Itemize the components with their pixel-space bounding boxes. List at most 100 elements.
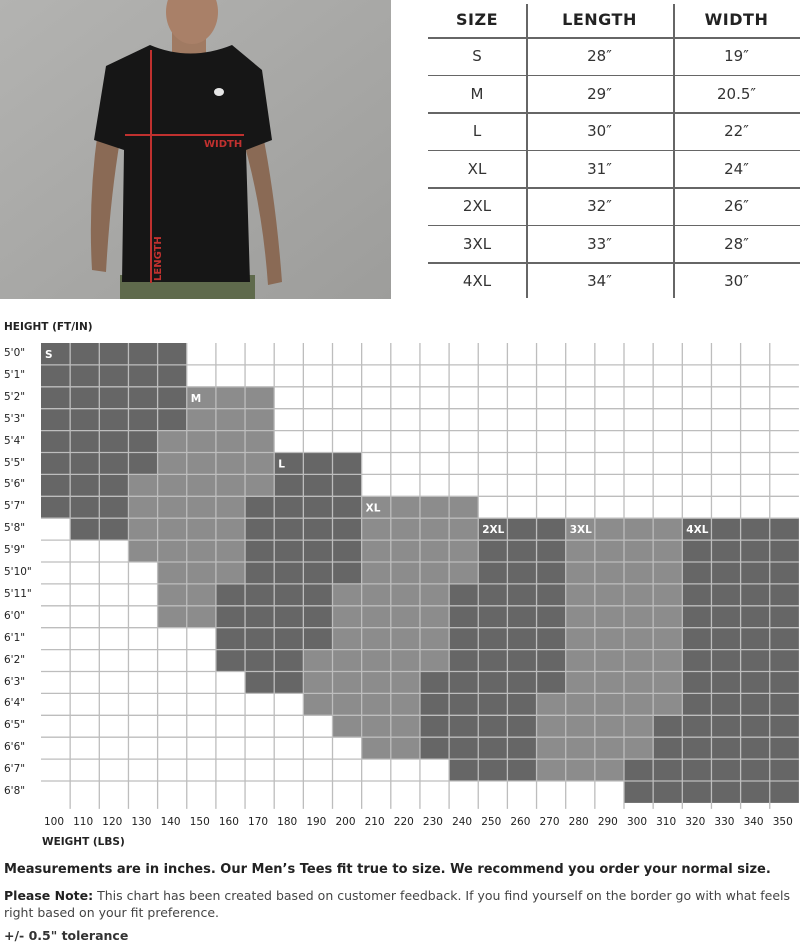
grid-cell-s: [41, 496, 71, 519]
grid-cell-xl: [361, 671, 391, 694]
grid-cell-4xl: [653, 759, 683, 781]
grid-cell-m: [245, 474, 275, 497]
grid-cell-s: [41, 408, 71, 431]
grid-cell-3xl: [565, 540, 595, 562]
y-tick-label: 6'0": [4, 609, 26, 622]
grid-cell-m: [186, 540, 216, 562]
grid-cell-m: [157, 474, 187, 497]
x-tick-label: 140: [160, 816, 181, 828]
x-tick-label: 330: [714, 816, 735, 828]
please-note: Please Note: This chart has been created…: [4, 887, 794, 921]
x-tick-label: 250: [481, 816, 502, 828]
grid-cell-2xl: [478, 649, 508, 672]
grid-cell-m: [157, 496, 187, 519]
grid-cell-s: [41, 343, 71, 365]
grid-cell-l: [303, 496, 333, 519]
grid-cell-xl: [449, 540, 479, 562]
grid-cell-l: [274, 540, 304, 562]
grid-cell-l: [332, 452, 362, 475]
x-tick-label: 270: [539, 816, 560, 828]
grid-cell-m: [157, 518, 187, 541]
x-tick-label: 220: [393, 816, 414, 828]
grid-cell-4xl: [769, 693, 799, 716]
grid-cell-4xl: [711, 715, 741, 738]
x-tick-label: 340: [743, 816, 764, 828]
grid-cell-2xl: [536, 583, 566, 606]
x-tick-label: 210: [364, 816, 385, 828]
grid-cell-4xl: [711, 759, 741, 781]
grid-cell-s: [157, 343, 187, 365]
grid-cell-m: [157, 605, 187, 628]
grid-cell-l: [245, 540, 275, 562]
size-cell: 2XL: [462, 197, 492, 215]
grid-cell-2xl: [478, 759, 508, 781]
size-measurement-table: SIZE LENGTH WIDTH S 28″ 19″ M 29″ 20.5″ L 30″ 22″ XL…: [428, 0, 800, 299]
grid-cell-xl: [332, 627, 362, 650]
grid-cell-4xl: [711, 737, 741, 760]
grid-cell-3xl: [624, 540, 654, 562]
x-tick-label: 310: [656, 816, 677, 828]
grid-cell-l: [245, 627, 275, 650]
size-label: XL: [366, 502, 381, 514]
grid-cell-s: [70, 430, 100, 453]
grid-cell-s: [99, 474, 129, 497]
grid-cell-xl: [390, 649, 420, 672]
y-tick-label: 5'9": [4, 544, 26, 557]
grid-cell-xl: [449, 562, 479, 584]
grid-cell-3xl: [594, 671, 624, 694]
grid-cell-2xl: [449, 583, 479, 606]
grid-cell-l: [245, 583, 275, 606]
grid-cell-xl: [449, 518, 479, 541]
grid-cell-3xl: [536, 715, 566, 738]
grid-cell-4xl: [653, 737, 683, 760]
grid-cell-xl: [361, 518, 391, 541]
grid-cell-m: [215, 496, 246, 519]
grid-cell-m: [186, 386, 216, 409]
please-note-text: This chart has been created based on cus…: [4, 888, 791, 920]
x-tick-label: 230: [422, 816, 443, 828]
table-header-width: WIDTH: [704, 10, 769, 29]
grid-cell-l: [274, 474, 304, 497]
grid-cell-m: [128, 474, 158, 497]
table-divider: [428, 112, 800, 114]
grid-cell-4xl: [769, 671, 799, 694]
grid-cell-l: [332, 496, 362, 519]
grid-cell-xl: [419, 605, 450, 628]
y-tick-label: 6'1": [4, 631, 26, 644]
grid-cell-m: [186, 452, 216, 475]
grid-cell-3xl: [594, 562, 624, 584]
grid-cell-m: [128, 496, 158, 519]
grid-cell-4xl: [769, 781, 799, 803]
grid-cell-2xl: [507, 759, 537, 781]
grid-cell-s: [99, 343, 129, 365]
x-tick-label: 200: [335, 816, 356, 828]
grid-cell-xl: [361, 605, 391, 628]
grid-cell-m: [215, 452, 246, 475]
grid-cell-l: [274, 518, 304, 541]
grid-cell-s: [41, 474, 71, 497]
grid-cell-m: [245, 452, 275, 475]
grid-cell-3xl: [653, 649, 683, 672]
grid-cell-3xl: [653, 583, 683, 606]
table-divider: [428, 187, 800, 189]
grid-cell-2xl: [507, 693, 537, 716]
grid-cell-s: [99, 364, 129, 387]
grid-cell-m: [215, 474, 246, 497]
grid-cell-xl: [332, 583, 362, 606]
y-axis-title: HEIGHT (FT/IN): [4, 321, 93, 333]
x-tick-label: 280: [568, 816, 589, 828]
grid-cell-4xl: [740, 649, 770, 672]
grid-cell-s: [70, 496, 100, 519]
grid-cell-2xl: [449, 715, 479, 738]
grid-cell-3xl: [565, 671, 595, 694]
grid-cell-4xl: [740, 715, 770, 738]
y-tick-label: 6'8": [4, 785, 26, 797]
size-cell: M: [470, 84, 484, 103]
grid-cell-3xl: [565, 759, 595, 781]
grid-cell-xl: [390, 627, 420, 650]
grid-cell-l: [303, 605, 333, 628]
grid-cell-3xl: [653, 605, 683, 628]
grid-cell-4xl: [624, 781, 654, 803]
y-tick-label: 6'5": [4, 719, 26, 732]
grid-cell-2xl: [507, 627, 537, 650]
